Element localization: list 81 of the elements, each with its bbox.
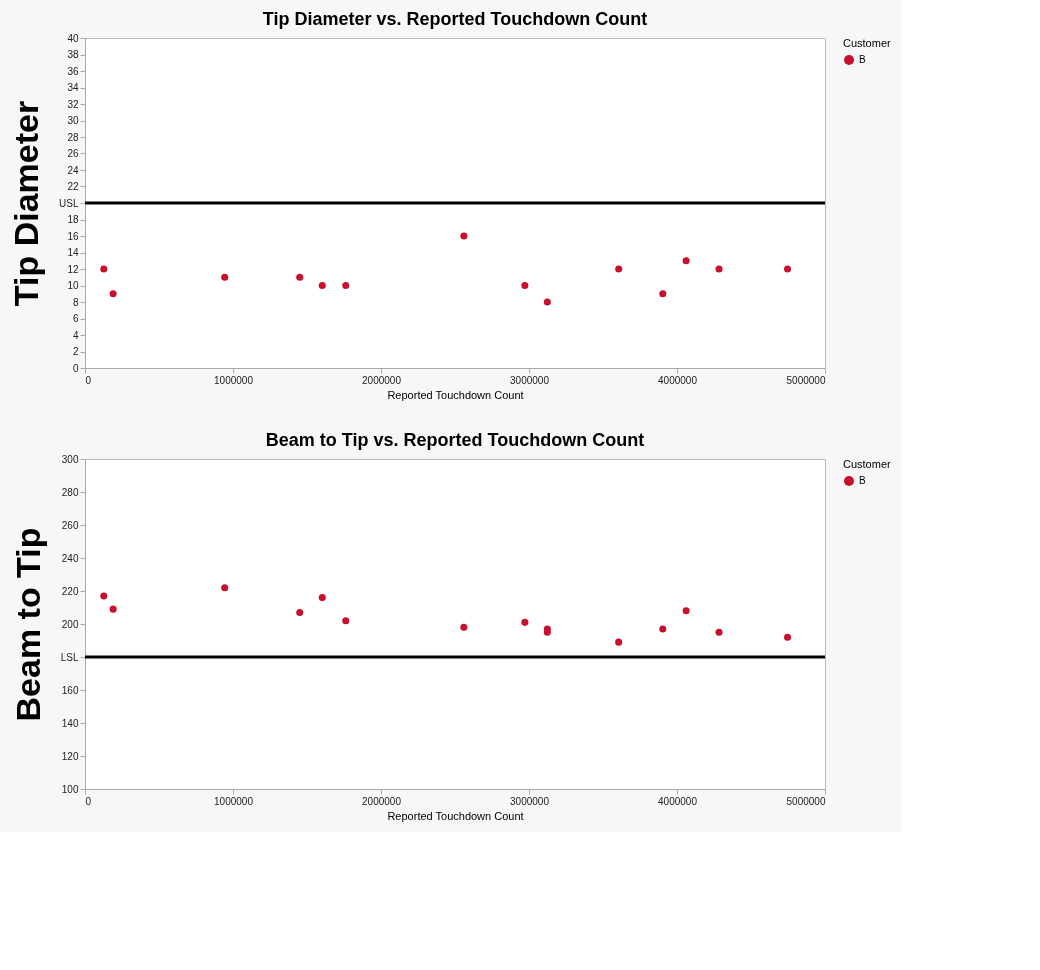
y-tick-label: 34 <box>67 82 79 93</box>
point <box>715 265 723 273</box>
y-tick-label: 32 <box>67 98 79 110</box>
y-axis-title: Tip Diameter <box>7 100 46 307</box>
point <box>682 257 690 265</box>
y-tick-label: 140 <box>61 717 79 729</box>
x-tick-label: 5000000 <box>786 795 826 807</box>
x-axis-title: Reported Touchdown Count <box>387 809 524 822</box>
y-tick-label: 30 <box>67 115 79 126</box>
x-tick-label: 3000000 <box>510 374 550 386</box>
point <box>221 584 229 592</box>
point <box>715 628 723 636</box>
legend-label: B <box>859 54 866 65</box>
chart-title: Tip Diameter vs. Reported Touchdown Count <box>262 9 648 29</box>
y-tick-label: 220 <box>61 585 79 597</box>
point <box>521 618 529 626</box>
x-axis-title: Reported Touchdown Count <box>387 388 524 401</box>
y-tick-label: 4 <box>72 329 79 341</box>
point <box>100 592 108 600</box>
point <box>460 232 468 240</box>
y-tick-label: 14 <box>67 247 79 258</box>
y-tick-label: 280 <box>61 486 79 498</box>
x-tick-label: 2000000 <box>362 795 402 807</box>
y-tick-label: 12 <box>67 263 79 275</box>
y-tick-label: 24 <box>67 164 79 176</box>
y-tick-label: 10 <box>67 280 79 291</box>
y-tick-label: LSL <box>60 651 79 663</box>
y-tick-label: 36 <box>67 65 79 77</box>
point <box>543 298 551 306</box>
y-tick-label: 2 <box>72 346 79 357</box>
point <box>342 617 350 625</box>
y-tick-label: 100 <box>61 783 79 795</box>
x-tick-label: 1000000 <box>214 374 254 386</box>
point <box>784 265 792 273</box>
y-tick-label: 40 <box>67 32 79 44</box>
y-tick-label: 18 <box>67 214 79 225</box>
y-tick-label: 160 <box>61 684 79 696</box>
x-tick-label: 5000000 <box>786 374 826 386</box>
y-tick-label: 16 <box>67 230 79 242</box>
y-tick-label: 22 <box>67 181 79 192</box>
y-tick-label: USL <box>59 197 79 209</box>
y-axis-title: Beam to Tip <box>8 527 47 722</box>
y-tick-label: 26 <box>67 148 79 159</box>
y-tick-label: 200 <box>61 618 79 630</box>
x-tick-label: 2000000 <box>362 374 402 386</box>
x-tick-label: 4000000 <box>658 374 698 386</box>
point <box>109 290 117 298</box>
point <box>521 281 529 290</box>
x-tick-label: 1000000 <box>214 795 254 807</box>
y-tick-label: 240 <box>61 552 79 564</box>
point <box>342 281 350 290</box>
point <box>615 265 623 273</box>
point <box>318 594 326 602</box>
y-tick-label: 8 <box>72 296 79 308</box>
point <box>784 633 792 641</box>
x-tick-label: 0 <box>85 374 92 386</box>
y-tick-label: 0 <box>72 362 79 374</box>
point <box>659 625 667 633</box>
x-tick-label: 4000000 <box>658 795 698 807</box>
point <box>318 281 326 290</box>
x-tick-label: 0 <box>85 795 92 807</box>
point <box>296 608 304 616</box>
chart-title: Beam to Tip vs. Reported Touchdown Count <box>265 430 645 450</box>
y-tick-label: 300 <box>61 453 79 465</box>
y-tick-label: 120 <box>61 750 79 762</box>
y-tick-label: 6 <box>72 313 79 324</box>
point <box>659 290 667 298</box>
point <box>109 605 117 613</box>
point <box>682 607 690 615</box>
legend-title: Customer <box>843 37 892 49</box>
point <box>221 273 229 281</box>
x-tick-label: 3000000 <box>510 795 550 807</box>
point <box>100 265 108 273</box>
legend-title: Customer <box>843 458 892 470</box>
point <box>615 638 623 646</box>
y-tick-label: 28 <box>67 131 79 143</box>
y-tick-label: 260 <box>61 519 79 531</box>
y-tick-label: 38 <box>67 49 79 60</box>
point <box>296 273 304 281</box>
point <box>460 623 468 631</box>
legend-label: B <box>859 475 866 486</box>
